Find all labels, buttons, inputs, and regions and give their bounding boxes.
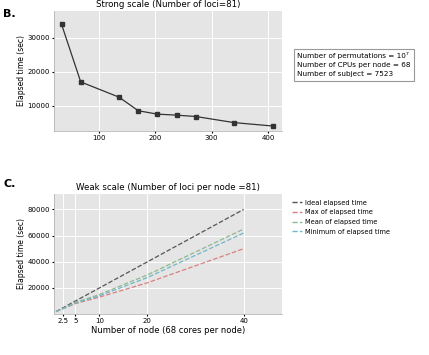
Text: C.: C. [3,179,16,189]
Y-axis label: Elapsed time (sec): Elapsed time (sec) [17,36,26,106]
Text: B.: B. [3,9,16,19]
Legend: Ideal elapsed time, Max of elapsed time, Mean of elapsed time, Minimum of elapse: Ideal elapsed time, Max of elapsed time,… [289,197,393,237]
Title: Strong scale (Number of loci=81): Strong scale (Number of loci=81) [96,0,240,9]
Text: Number of permutations = 10⁷
Number of CPUs per node = 68
Number of subject = 75: Number of permutations = 10⁷ Number of C… [297,52,411,77]
Title: Weak scale (Number of loci per node =81): Weak scale (Number of loci per node =81) [76,183,260,192]
Y-axis label: Elapsed time (sec): Elapsed time (sec) [17,218,26,289]
X-axis label: Number of node (68 cores per node): Number of node (68 cores per node) [91,327,245,335]
